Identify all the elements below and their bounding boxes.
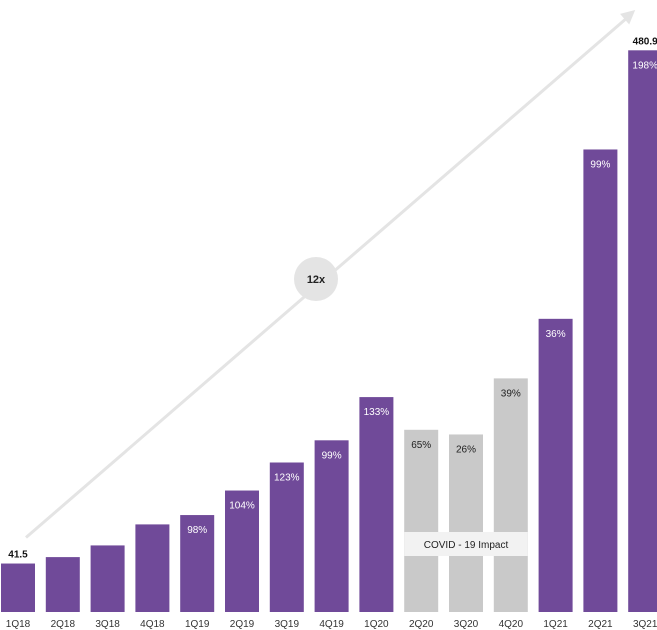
x-tick-4q18: 4Q18: [140, 619, 165, 630]
multiplier-circle: [294, 257, 338, 301]
x-tick-2q21: 2Q21: [588, 619, 613, 630]
x-tick-3q18: 3Q18: [95, 619, 120, 630]
value-label-first: 41.5: [8, 550, 28, 561]
bar-1q19: [180, 515, 215, 612]
bar-2q20: [404, 429, 439, 612]
x-axis-ticks: 1Q18 2Q18 3Q18 4Q18 1Q19 2Q19 3Q19 4Q19 1Q20 2Q20…: [6, 619, 657, 630]
x-tick-1q21: 1Q21: [543, 619, 568, 630]
x-tick-1q20: 1Q20: [364, 619, 389, 630]
growth-label-3q20: 26%: [456, 444, 476, 455]
growth-label-3q19: 123%: [274, 472, 300, 483]
growth-arrow-head: [620, 10, 636, 25]
growth-label-2q20: 65%: [411, 440, 431, 451]
bar-3q20: [449, 434, 483, 612]
bar-3q19: [269, 462, 304, 612]
bar-labels: 98% 104% 123% 99% 133% 65% 26% 39% 36% 99% 198% 41.…: [8, 36, 657, 560]
growth-label-1q20: 133%: [364, 407, 390, 418]
growth-label-4q20: 39%: [501, 388, 521, 399]
x-tick-4q20: 4Q20: [499, 619, 524, 630]
bar-3q21: [628, 50, 657, 613]
covid-annotation-box: [404, 532, 528, 556]
x-tick-2q18: 2Q18: [51, 619, 76, 630]
growth-label-4q19: 99%: [322, 450, 342, 461]
bar-4q20: [493, 378, 528, 612]
growth-label-1q19: 98%: [187, 525, 207, 536]
bar-4q19: [314, 440, 349, 612]
x-tick-2q20: 2Q20: [409, 619, 434, 630]
bar-2q18: [45, 557, 80, 612]
bar-4q18: [135, 524, 170, 612]
bar-1q18: [1, 563, 35, 612]
growth-label-2q21: 99%: [590, 159, 610, 170]
x-tick-4q19: 4Q19: [319, 619, 344, 630]
x-tick-2q19: 2Q19: [230, 619, 255, 630]
x-tick-3q19: 3Q19: [275, 619, 300, 630]
x-tick-3q20: 3Q20: [454, 619, 479, 630]
x-tick-1q18: 1Q18: [6, 619, 31, 630]
bars: [1, 50, 657, 613]
bar-3q18: [90, 545, 125, 612]
bar-2q19: [225, 490, 259, 612]
growth-label-2q19: 104%: [229, 501, 255, 512]
x-tick-3q21: 3Q21: [633, 619, 657, 630]
annotations: COVID - 19 Impact: [404, 532, 528, 556]
growth-label-1q21: 36%: [546, 329, 566, 340]
bar-1q20: [359, 397, 394, 612]
multiplier-label: 12x: [307, 274, 326, 286]
growth-label-3q21: 198%: [632, 60, 657, 71]
x-tick-1q19: 1Q19: [185, 619, 210, 630]
bar-1q21: [538, 318, 573, 612]
bar-2q21: [583, 149, 618, 613]
growth-arrow: 12x: [25, 10, 636, 539]
covid-annotation-label: COVID - 19 Impact: [424, 540, 509, 551]
value-label-last: 480.9: [633, 36, 657, 47]
